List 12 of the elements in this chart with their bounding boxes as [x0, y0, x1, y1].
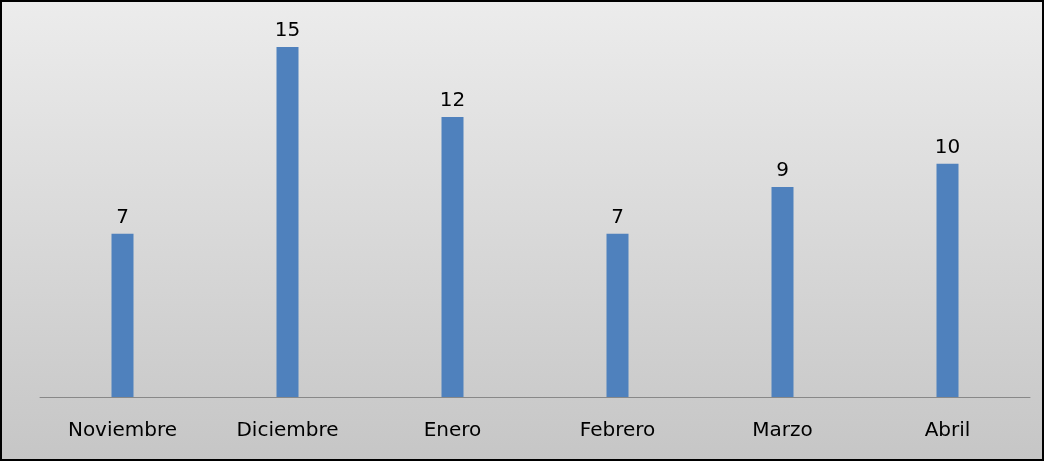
data-label: 15 [274, 17, 301, 41]
data-label: 7 [611, 203, 624, 228]
data-label: 12 [439, 87, 466, 111]
data-label: 10 [934, 133, 961, 158]
x-tick-label: Marzo [752, 417, 813, 441]
x-tick-label: Febrero [579, 417, 656, 441]
x-tick-label: Diciembre [236, 417, 339, 441]
x-tick-label: Noviembre [67, 417, 178, 441]
data-label: 9 [776, 157, 789, 181]
data-label: 7 [116, 203, 129, 228]
x-tick-label: Abril [924, 417, 971, 441]
x-tick-label: Enero [423, 417, 482, 441]
